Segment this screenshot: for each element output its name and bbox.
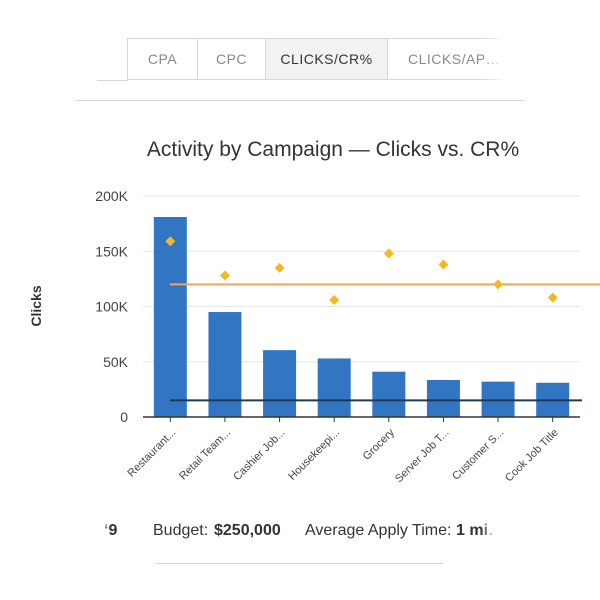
tab-bar-divider [75, 100, 525, 101]
tab-cpc[interactable]: CPC [198, 38, 266, 80]
tab-bar: CPA CPC CLICKS/CR% CLICKS/AP… [75, 0, 525, 102]
y-tick-label: 100K [95, 299, 128, 315]
y-tick-label: 200K [95, 188, 128, 204]
x-tick-label: Cashier Job... [231, 427, 287, 483]
budget-label: Budget: [153, 522, 209, 539]
cr-marker [438, 259, 449, 270]
x-tick-label: Server Job T... [393, 427, 451, 485]
y-tick-label: 150K [95, 243, 128, 259]
gridlines [143, 195, 580, 363]
right-fade [481, 522, 495, 544]
cr-marker [219, 270, 230, 281]
cr-marker [274, 262, 285, 273]
x-tick-label: Cook Job Title [503, 427, 561, 485]
x-tick-label: Grocery [361, 426, 397, 462]
x-tick-label: Retail Team... [177, 427, 233, 483]
bar [372, 371, 406, 417]
bar [317, 358, 351, 417]
bar [426, 379, 460, 417]
campaign-summary-bar: ‘9 Budget: $250,000 Average Apply Time: … [0, 522, 495, 544]
x-tick-label: Restaurant... [125, 427, 178, 480]
bar [263, 350, 297, 417]
summary-divider [155, 563, 443, 564]
bars [153, 216, 570, 417]
reference-lines [170, 283, 600, 402]
tab-clicks-cr[interactable]: CLICKS/CR% [266, 38, 388, 80]
axes [143, 416, 580, 422]
bar [153, 216, 187, 417]
x-tick-label: Customer S... [450, 427, 506, 483]
chart-title: Activity by Campaign — Clicks vs. CR% [146, 138, 520, 161]
cr-marker [329, 294, 340, 305]
y-tick-label: 0 [120, 409, 128, 425]
bar [481, 381, 515, 417]
tab-list: CPA CPC CLICKS/CR% CLICKS/AP… [128, 38, 505, 80]
apply-time-label: Average Apply Time: [305, 522, 452, 539]
cr-marker [165, 236, 176, 247]
cr-marker [547, 292, 558, 303]
cr-markers [165, 236, 558, 305]
y-tick-label: 50K [103, 354, 129, 370]
tab-overflow-stub [97, 38, 128, 81]
left-fade [100, 522, 110, 544]
cr-marker [383, 248, 394, 259]
tab-clicks-ap[interactable]: CLICKS/AP… [388, 38, 505, 80]
bar-chart: 0 50K 100K 150K 200K Restaurant...Retail Team… [95, 188, 600, 485]
x-tick-label: Housekeepi... [286, 427, 342, 483]
budget-value: $250,000 [214, 522, 281, 539]
tab-cpa[interactable]: CPA [128, 38, 198, 80]
cr-marker [493, 279, 504, 290]
